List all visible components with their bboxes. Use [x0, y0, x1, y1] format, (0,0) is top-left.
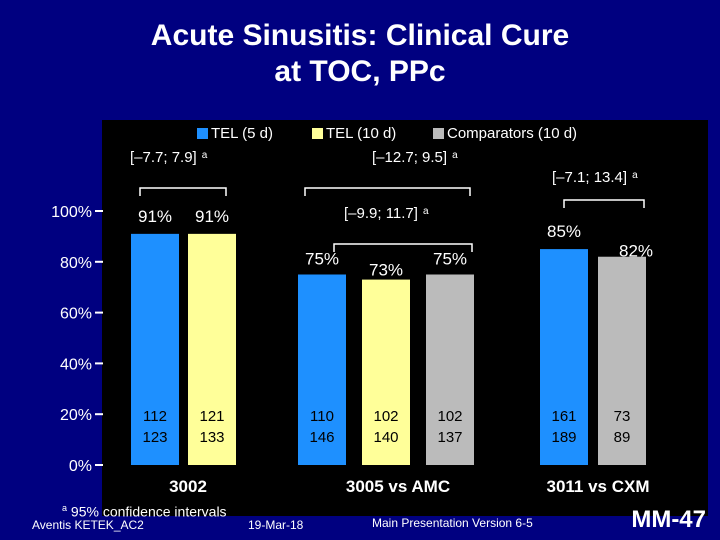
category-label: 3002: [169, 477, 207, 496]
legend-swatch: [312, 128, 323, 139]
ci-superscript: a: [202, 150, 208, 161]
y-tick-label: 60%: [60, 306, 92, 323]
bar-denominator: 123: [142, 429, 167, 446]
bar-numerator: 112: [143, 408, 167, 425]
ci-bracket: [563, 199, 645, 208]
slide-title: Acute Sinusitis: Clinical Cure at TOC, P…: [0, 18, 720, 90]
bar-value-label: 91%: [195, 207, 229, 226]
y-tick-label: 20%: [60, 407, 92, 424]
bar-numerator: 102: [373, 408, 398, 425]
bar: [131, 233, 179, 465]
ci-superscript: a: [632, 170, 638, 181]
title-line-1: Acute Sinusitis: Clinical Cure: [150, 19, 570, 52]
bar: [362, 279, 410, 465]
bar: [426, 274, 474, 465]
legend-swatch: [197, 128, 208, 139]
footnote-mark: a: [62, 503, 68, 514]
title-line-2: at TOC, PPc: [274, 55, 446, 88]
bar-numerator: 73: [614, 408, 631, 425]
y-tick-label: 100%: [51, 204, 92, 221]
ci-label: [–12.7; 9.5] a: [372, 149, 458, 166]
ci-label: [–7.7; 7.9] a: [130, 149, 208, 166]
ci-superscript: a: [423, 206, 429, 217]
bar-numerator: 102: [437, 408, 462, 425]
footnote-text: 95% confidence intervals: [70, 504, 227, 520]
footnote: a 95% confidence intervals: [62, 503, 227, 520]
category-label: 3005 vs AMC: [346, 477, 450, 496]
bar-numerator: 161: [551, 408, 576, 425]
ci-bracket: [304, 187, 471, 196]
bar-denominator: 137: [437, 429, 462, 446]
legend-label: TEL (5 d): [211, 125, 273, 142]
bar: [188, 233, 236, 465]
bar-denominator: 189: [551, 429, 576, 446]
footer-left: Aventis KETEK_AC2: [32, 518, 144, 532]
bar-denominator: 89: [614, 429, 631, 446]
bar-value-label: 82%: [619, 242, 653, 261]
bar-value-label: 85%: [547, 222, 581, 241]
category-label: 3011 vs CXM: [546, 477, 649, 496]
y-tick-label: 80%: [60, 255, 92, 272]
ci-label: [–9.9; 11.7] a: [344, 205, 429, 222]
bar-denominator: 133: [199, 429, 224, 446]
slide-number: MM-47: [631, 506, 706, 533]
footer-date: 19-Mar-18: [248, 518, 304, 532]
legend-label: TEL (10 d): [326, 125, 396, 142]
bar: [298, 274, 346, 465]
bar: [540, 249, 588, 465]
bar-value-label: 75%: [305, 250, 339, 269]
bar-numerator: 110: [310, 408, 334, 425]
ci-bracket: [333, 243, 473, 252]
legend-label: Comparators (10 d): [447, 125, 577, 142]
bar-value-label: 75%: [433, 250, 467, 269]
legend-swatch: [433, 128, 444, 139]
bar: [598, 256, 646, 465]
ci-bracket: [139, 187, 227, 196]
footer-center: Main Presentation Version 6-5: [372, 516, 533, 530]
ci-superscript: a: [452, 150, 458, 161]
ci-label: [–7.1; 13.4] a: [552, 169, 638, 186]
y-tick-label: 40%: [60, 356, 92, 373]
y-tick-label: 0%: [69, 458, 92, 475]
bar-denominator: 146: [309, 429, 334, 446]
bar-denominator: 140: [373, 429, 398, 446]
bar-numerator: 121: [199, 408, 224, 425]
bar-value-label: 91%: [138, 207, 172, 226]
bar-value-label: 73%: [369, 261, 403, 280]
